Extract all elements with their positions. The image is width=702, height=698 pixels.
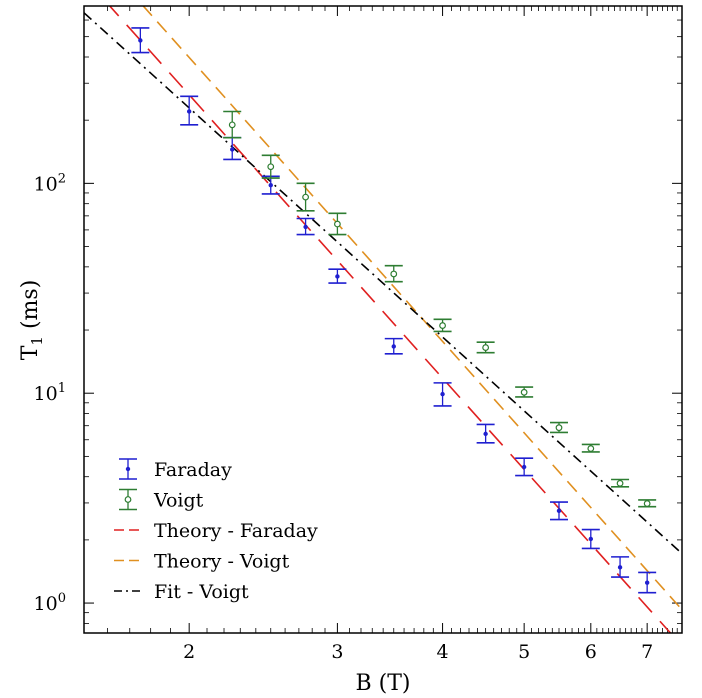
data-point (476, 423, 495, 444)
marker-dot (303, 224, 308, 230)
legend-entry: Fit - Voigt (114, 581, 249, 603)
y-axis-label-subscript: 1 (28, 336, 46, 346)
marker-dot (186, 109, 192, 114)
marker-dot (230, 147, 235, 152)
series-line (142, 6, 682, 611)
data-point (638, 571, 657, 594)
marker-circle (334, 220, 341, 228)
marker-dot (391, 344, 396, 349)
marker-dot (268, 182, 273, 188)
marker-dot (138, 38, 143, 43)
legend-label: Fit - Voigt (154, 581, 249, 603)
data-point (328, 212, 347, 236)
y-axis-label: T1 (ms) (18, 280, 46, 361)
legend-label: Voigt (153, 490, 204, 512)
tick-labels: 2 3 4 5 6 7 100 101 102 (34, 171, 654, 663)
x-tick-label: 2 (183, 641, 195, 663)
data-point (328, 268, 347, 284)
x-tick-label: 7 (641, 641, 653, 663)
legend-marker-dot (125, 466, 131, 472)
marker-circle (520, 388, 528, 396)
y-tick-label: 102 (34, 171, 66, 195)
legend-label: Theory - Faraday (154, 520, 318, 542)
data-point (131, 27, 150, 54)
marker-circle (228, 121, 236, 129)
data-point (180, 95, 199, 126)
marker-circle (616, 479, 624, 487)
data-point (296, 182, 315, 212)
data-point (581, 443, 600, 453)
series-line (84, 12, 682, 555)
marker-dot (440, 391, 445, 397)
legend-label: Theory - Voigt (154, 551, 290, 573)
marker-dot (335, 274, 340, 279)
legend-label: Faraday (154, 459, 232, 481)
legend-entry: Voigt (119, 488, 204, 512)
data-point (638, 499, 657, 508)
marker-circle (390, 270, 398, 278)
data-point (549, 501, 568, 521)
marker-circle (302, 193, 309, 201)
plot-series (84, 6, 682, 633)
x-tick-label: 6 (585, 641, 597, 663)
y-tick-label: 100 (34, 591, 66, 615)
data-point (611, 556, 630, 578)
x-tick-label: 4 (437, 641, 449, 663)
data-point (261, 154, 280, 179)
marker-circle (439, 322, 446, 329)
data-point (433, 382, 452, 407)
legend-entry: Faraday (119, 458, 232, 481)
data-point (581, 528, 600, 550)
marker-dot (588, 536, 594, 542)
data-point (515, 457, 534, 477)
marker-circle (587, 445, 595, 452)
data-point (476, 341, 495, 354)
data-point (515, 386, 534, 398)
legend: Faraday Voigt Theory - Faraday Theory - Voi… (114, 458, 318, 603)
plot-frame (83, 5, 683, 634)
marker-dot (617, 565, 623, 570)
data-point (549, 421, 568, 434)
data-point (384, 337, 403, 355)
marker-dot (483, 431, 488, 437)
data-point (296, 217, 315, 236)
x-axis-label: B (T) (356, 671, 411, 696)
marker-dot (644, 580, 650, 585)
x-tick-label: 5 (518, 641, 530, 663)
marker-circle (267, 163, 275, 171)
marker-dot (521, 464, 527, 470)
data-point (611, 478, 630, 488)
legend-entry: Theory - Voigt (114, 551, 290, 573)
axis-ticks (84, 5, 682, 633)
marker-dot (556, 508, 562, 514)
marker-circle (482, 344, 490, 351)
y-tick-label: 101 (34, 381, 66, 405)
marker-circle (555, 424, 563, 432)
data-point (433, 318, 452, 333)
legend-marker-circle (124, 496, 132, 503)
data-point (223, 110, 242, 139)
legend-entry: Theory - Faraday (114, 520, 318, 542)
marker-circle (643, 500, 651, 507)
x-tick-label: 3 (331, 641, 343, 663)
series-line (108, 6, 672, 633)
data-point (384, 264, 403, 283)
